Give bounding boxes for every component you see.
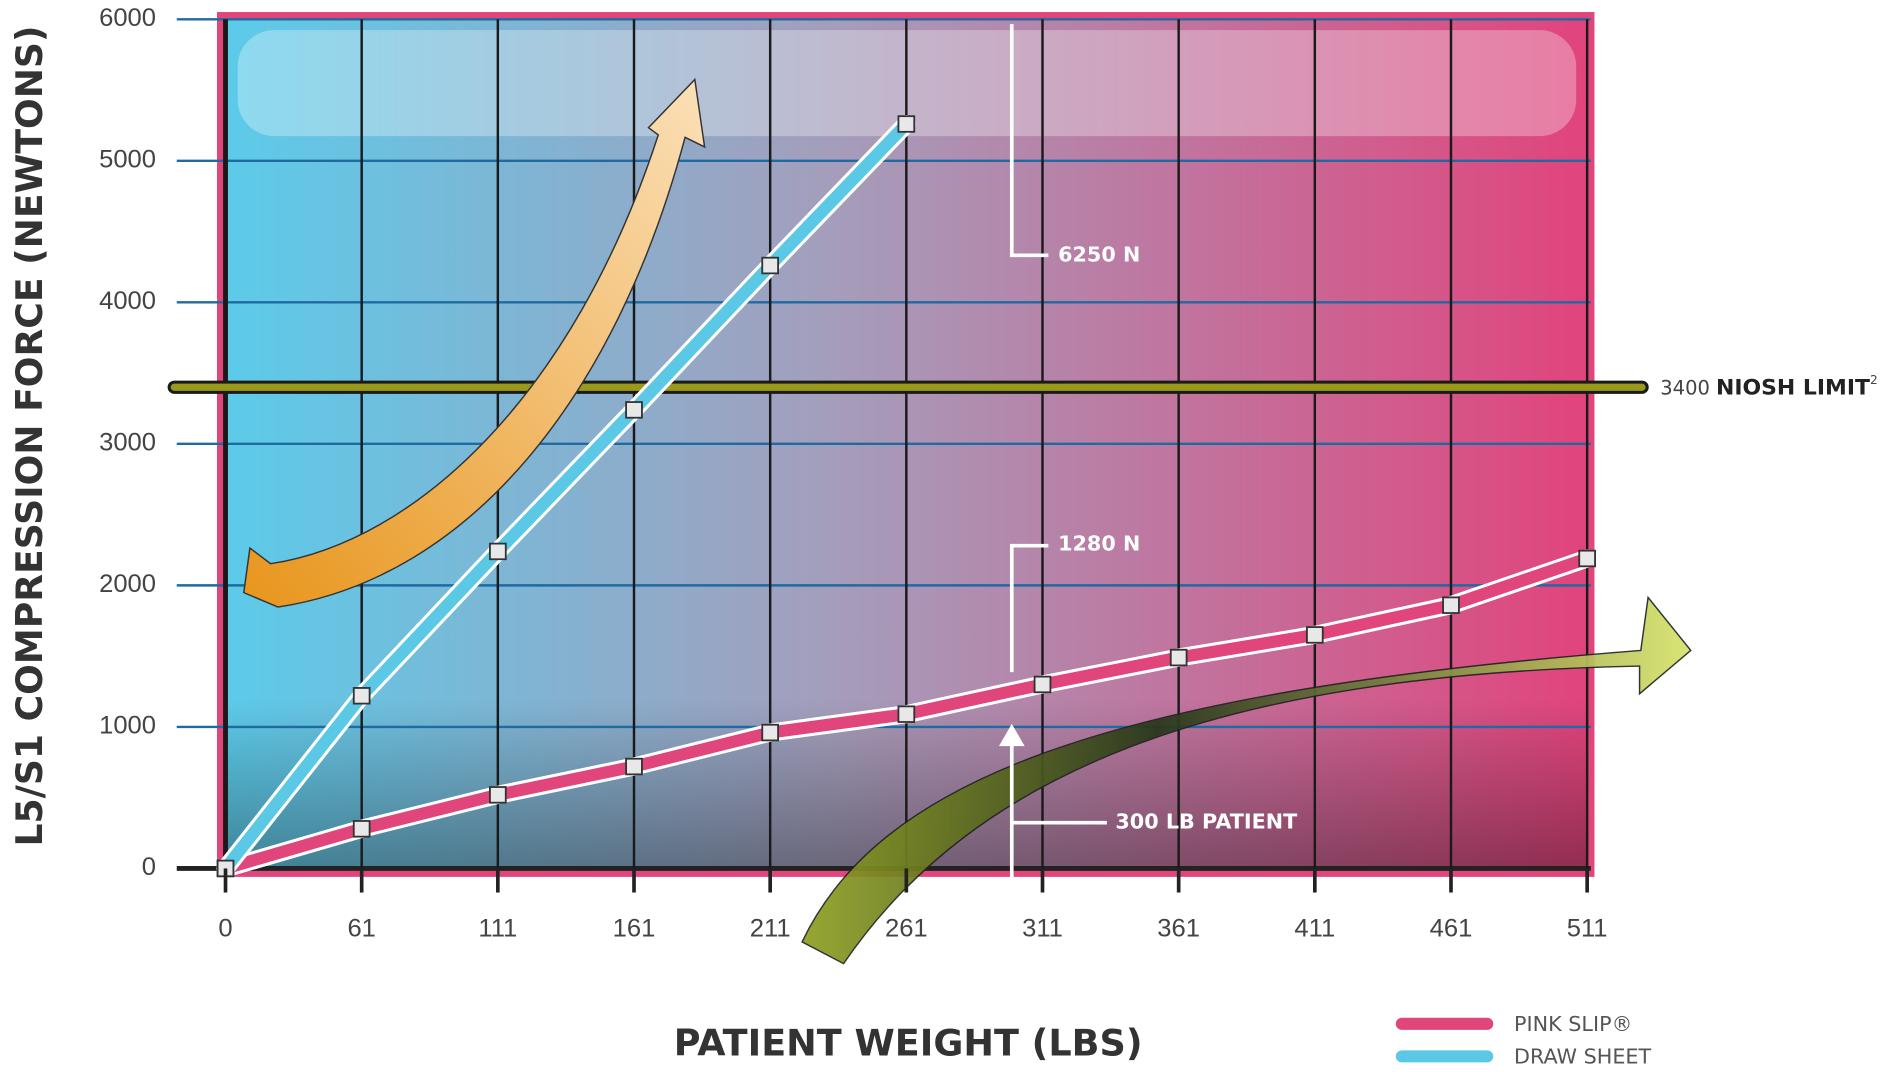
bracket <box>1009 24 1049 258</box>
decorative-arrow <box>243 77 706 608</box>
point-marker <box>761 256 780 275</box>
x-tick-label: 0 <box>218 915 232 943</box>
point-marker <box>1442 596 1460 614</box>
point-marker <box>1033 675 1052 694</box>
y-tick-label: 4000 <box>99 287 156 315</box>
point-marker <box>352 820 371 838</box>
annotation: 300 LB PATIENT <box>1115 810 1297 834</box>
y-tick-label: 6000 <box>99 4 156 32</box>
legend-label: DRAW SHEET <box>1514 1045 1652 1069</box>
point-marker <box>897 115 916 133</box>
point-marker <box>1305 626 1324 644</box>
point-marker <box>625 757 643 776</box>
x-tick-label: 211 <box>750 915 791 943</box>
y-tick-label: 0 <box>142 853 156 881</box>
x-tick-label: 511 <box>1567 915 1608 943</box>
decorative-arrow <box>801 595 1692 965</box>
x-tick-label: 161 <box>613 915 656 943</box>
y-tick-label: 5000 <box>99 146 156 174</box>
x-tick-label: 461 <box>1430 915 1473 943</box>
point-marker <box>897 705 916 723</box>
arrow-head <box>998 723 1025 747</box>
bracket <box>1009 543 1049 673</box>
point-marker <box>1578 549 1596 568</box>
x-tick-label: 111 <box>478 915 517 943</box>
annotation: 6250 N <box>1058 242 1140 266</box>
annotations <box>998 24 1107 880</box>
annotation: 1280 N <box>1058 532 1140 556</box>
y-tick-label: 3000 <box>99 429 156 457</box>
y-tick-label: 1000 <box>99 712 156 740</box>
limit-value: 3400 <box>1660 376 1710 399</box>
y-tick-label: 2000 <box>99 570 156 598</box>
legend-label: PINK SLIP® <box>1514 1012 1632 1036</box>
point-marker <box>352 687 371 705</box>
x-tick-label: 411 <box>1294 915 1335 943</box>
x-tick-label: 261 <box>885 915 928 943</box>
series-line <box>219 117 913 875</box>
x-tick-label: 61 <box>347 915 375 943</box>
point-marker <box>625 401 643 419</box>
x-tick-label: 311 <box>1022 915 1063 943</box>
point-marker <box>489 786 507 804</box>
point-marker <box>1169 648 1188 667</box>
x-axis-title: PATIENT WEIGHT (LBS) <box>674 1022 1143 1065</box>
point-marker <box>489 542 507 561</box>
x-tick-label: 361 <box>1157 915 1200 943</box>
point-marker <box>761 723 780 742</box>
limit-label: 3400 NIOSH LIMIT2 <box>1660 373 1877 401</box>
limit-note: 2 <box>1870 373 1878 387</box>
limit-name: NIOSH LIMIT <box>1716 376 1870 401</box>
y-axis-title: L5/S1 COMPRESSION FORCE (NEWTONS) <box>8 26 51 847</box>
